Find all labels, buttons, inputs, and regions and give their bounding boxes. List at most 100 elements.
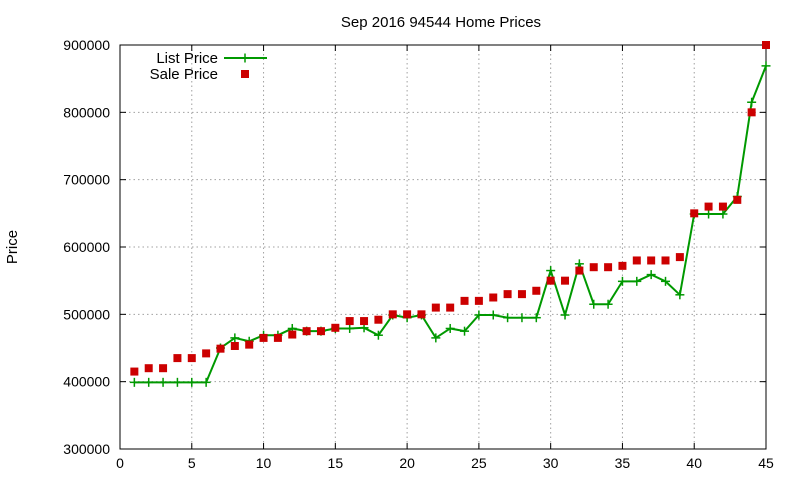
plot-frame — [119, 44, 767, 450]
x-tick-label: 30 — [543, 455, 559, 471]
sale-price-point — [489, 293, 498, 302]
x-tick-label: 40 — [686, 455, 702, 471]
grid — [120, 45, 766, 449]
list-price-point — [704, 209, 714, 219]
sale-price-point — [446, 303, 455, 312]
legend-marker-square — [241, 70, 249, 78]
y-tick-label: 700000 — [63, 172, 110, 188]
y-tick-label: 600000 — [63, 239, 110, 255]
sale-price-point — [403, 310, 412, 319]
list-price-point — [531, 313, 541, 323]
sale-price-point — [259, 333, 268, 342]
list-price-point — [503, 313, 513, 323]
sale-price-point — [733, 195, 742, 204]
series-sale-price — [130, 41, 770, 376]
legend-label: List Price — [156, 50, 218, 67]
y-tick-label: 800000 — [63, 104, 110, 120]
sale-price-point — [187, 354, 196, 363]
list-price-point — [445, 323, 455, 333]
sale-price-point — [647, 256, 656, 265]
list-price-point — [546, 266, 556, 276]
x-tick-label: 10 — [256, 455, 272, 471]
sale-price-point — [144, 364, 153, 373]
list-price-line — [134, 65, 767, 384]
list-price-point — [144, 377, 154, 387]
y-axis-label: Price — [4, 230, 21, 264]
list-price-point — [460, 326, 470, 336]
sale-price-point — [762, 41, 770, 49]
sale-price-point — [331, 323, 340, 332]
sale-price-point — [245, 340, 254, 349]
sale-price-point — [360, 317, 369, 326]
list-price-point — [646, 270, 656, 280]
legend-label: Sale Price — [150, 66, 218, 83]
sale-price-point — [216, 344, 225, 353]
list-price-point — [158, 377, 168, 387]
x-tick-label: 5 — [188, 455, 196, 471]
sale-price-point — [159, 364, 168, 373]
chart-title: Sep 2016 94544 Home Prices — [341, 14, 541, 31]
y-tick-label: 500000 — [63, 306, 110, 322]
list-price-point — [675, 290, 685, 300]
sale-price-point — [273, 333, 282, 342]
list-price-point — [603, 299, 613, 309]
x-tick-label: 20 — [399, 455, 415, 471]
sale-price-point — [747, 108, 756, 117]
sale-price-point — [202, 349, 211, 358]
sale-price-point — [589, 263, 598, 272]
sale-price-point — [388, 310, 397, 319]
list-price-point — [761, 61, 771, 71]
list-price-point — [201, 377, 211, 387]
axis-ticks: 0 5 10 15 20 25 30 35 40 45 300000 400000 500000 6000… — [63, 37, 774, 471]
series-list-price — [129, 61, 771, 387]
list-price-point — [488, 310, 498, 320]
list-price-point — [632, 276, 642, 286]
list-price-point — [661, 276, 671, 286]
sale-price-point — [173, 354, 182, 363]
sale-price-point — [288, 330, 297, 339]
sale-price-point — [316, 327, 325, 336]
sale-price-point — [618, 261, 627, 270]
legend-marker-plus — [240, 53, 250, 63]
sale-price-point — [690, 209, 699, 218]
y-tick-label: 900000 — [63, 37, 110, 53]
list-price-point — [230, 333, 240, 343]
x-tick-label: 0 — [116, 455, 124, 471]
sale-price-point — [374, 315, 383, 324]
list-price-point — [345, 323, 355, 333]
sale-price-point — [460, 296, 469, 305]
sale-price-point — [575, 266, 584, 275]
sale-price-point — [675, 253, 684, 262]
list-price-point — [589, 299, 599, 309]
list-price-point — [474, 310, 484, 320]
sale-price-point — [517, 290, 526, 299]
sale-price-point — [130, 367, 139, 376]
list-price-point — [172, 377, 182, 387]
sale-price-point — [431, 303, 440, 312]
sale-price-point — [632, 256, 641, 265]
list-price-point — [373, 330, 383, 340]
y-tick-label: 300000 — [63, 441, 110, 457]
series-layer — [129, 41, 771, 387]
list-price-point — [560, 310, 570, 320]
sale-price-point — [474, 296, 483, 305]
list-price-point — [517, 313, 527, 323]
sale-price-point — [302, 327, 311, 336]
sale-price-point — [503, 290, 512, 299]
list-price-point — [129, 377, 139, 387]
sale-price-point — [230, 341, 239, 350]
x-tick-label: 35 — [615, 455, 631, 471]
list-price-point — [718, 209, 728, 219]
list-price-point — [431, 333, 441, 343]
y-tick-label: 400000 — [63, 374, 110, 390]
x-tick-label: 25 — [471, 455, 487, 471]
sale-price-point — [604, 263, 613, 272]
x-tick-label: 45 — [758, 455, 774, 471]
sale-price-point — [546, 276, 555, 285]
list-price-point — [747, 97, 757, 107]
sale-price-point — [718, 202, 727, 211]
x-tick-label: 15 — [328, 455, 344, 471]
sale-price-point — [417, 310, 426, 319]
